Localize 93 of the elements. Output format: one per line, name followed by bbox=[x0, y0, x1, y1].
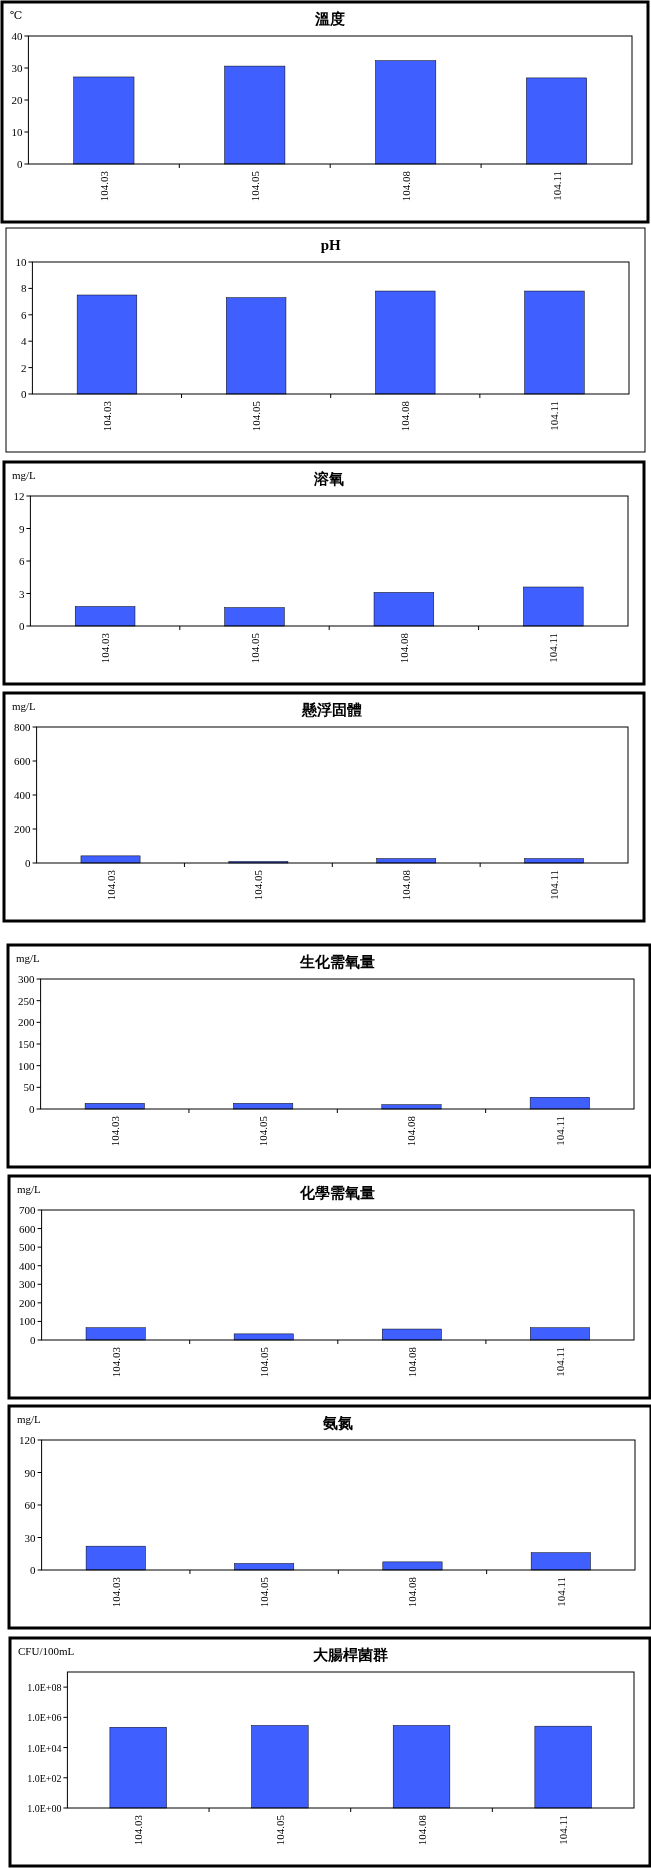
chart-title: 生化需氧量 bbox=[298, 954, 375, 970]
y-axis-title: mg/L bbox=[12, 700, 37, 712]
chart-title: pH bbox=[320, 237, 342, 253]
chart-title: 溫度 bbox=[314, 10, 346, 27]
x-tick-label: 104.03 bbox=[97, 170, 110, 202]
x-tick-label: 104.03 bbox=[109, 1576, 122, 1608]
y-tick-label: 1.0E+02 bbox=[27, 1772, 62, 1784]
x-tick-label: 104.03 bbox=[108, 1115, 121, 1147]
y-tick-label: 4 bbox=[20, 335, 27, 348]
x-tick-label: 104.08 bbox=[400, 869, 413, 901]
y-tick-label: 10 bbox=[15, 256, 27, 268]
y-tick-label: 0 bbox=[30, 1564, 37, 1576]
x-tick-label: 104.11 bbox=[554, 1577, 567, 1607]
x-tick-label: 104.08 bbox=[415, 1814, 428, 1846]
x-tick-label: 104.03 bbox=[99, 632, 112, 664]
x-tick-label: 104.05 bbox=[257, 1346, 270, 1378]
y-tick-label: 30 bbox=[24, 1531, 37, 1544]
y-tick-label: 90 bbox=[24, 1466, 37, 1479]
y-tick-label: 0 bbox=[29, 1103, 36, 1115]
y-tick-label: 0 bbox=[30, 1334, 37, 1346]
y-tick-label: 30 bbox=[11, 62, 23, 74]
y-tick-label: 0 bbox=[16, 158, 23, 170]
x-tick-label: 104.08 bbox=[405, 1115, 418, 1147]
y-axis-title: mg/L bbox=[16, 952, 41, 964]
y-tick-label: 9 bbox=[18, 522, 25, 535]
y-tick-label: 0 bbox=[25, 857, 32, 869]
chart-title: 氨氮 bbox=[322, 1415, 354, 1431]
y-tick-label: 20 bbox=[11, 94, 23, 106]
y-tick-label: 8 bbox=[20, 282, 27, 295]
chart-title: 大腸桿菌群 bbox=[313, 1647, 389, 1663]
y-tick-label: 1.0E+08 bbox=[27, 1682, 62, 1694]
chart-title: 溶氧 bbox=[313, 470, 345, 487]
x-tick-label: 104.11 bbox=[553, 1116, 566, 1146]
x-tick-label: 104.05 bbox=[273, 1814, 286, 1846]
y-tick-label: 800 bbox=[14, 721, 32, 733]
x-tick-label: 104.03 bbox=[104, 869, 117, 901]
x-tick-label: 104.05 bbox=[252, 869, 265, 901]
y-tick-label: 200 bbox=[14, 823, 32, 835]
y-tick-label: 200 bbox=[18, 1016, 36, 1029]
y-tick-label: 3 bbox=[18, 587, 25, 600]
y-tick-label: 50 bbox=[23, 1081, 36, 1094]
y-tick-label: 1.0E+00 bbox=[27, 1803, 62, 1814]
x-tick-label: 104.08 bbox=[406, 1576, 419, 1608]
y-tick-label: 100 bbox=[18, 1059, 36, 1072]
y-tick-label: 0 bbox=[18, 620, 25, 632]
y-axis-title: ℃ bbox=[10, 9, 23, 21]
y-tick-label: 10 bbox=[11, 126, 23, 138]
x-tick-label: 104.08 bbox=[399, 400, 412, 432]
y-tick-label: 300 bbox=[19, 1278, 37, 1291]
y-tick-label: 0 bbox=[20, 388, 27, 400]
y-tick-label: 500 bbox=[19, 1241, 37, 1254]
x-tick-label: 104.05 bbox=[258, 1576, 271, 1608]
x-tick-label: 104.08 bbox=[405, 1346, 418, 1378]
y-tick-label: 300 bbox=[18, 973, 36, 985]
y-tick-label: 1.0E+04 bbox=[27, 1742, 62, 1754]
x-tick-label: 104.11 bbox=[548, 870, 561, 900]
x-tick-label: 104.11 bbox=[548, 401, 561, 431]
chart-title: 懸浮固體 bbox=[301, 702, 363, 718]
y-tick-label: 400 bbox=[14, 789, 32, 801]
y-tick-label: 200 bbox=[19, 1296, 37, 1309]
y-axis-title: mg/L bbox=[17, 1183, 42, 1195]
x-tick-label: 104.08 bbox=[399, 170, 412, 202]
y-tick-label: 600 bbox=[19, 1222, 37, 1235]
y-tick-label: 6 bbox=[18, 555, 25, 567]
x-tick-label: 104.11 bbox=[557, 1815, 570, 1845]
y-tick-label: 700 bbox=[19, 1204, 37, 1216]
x-tick-label: 104.11 bbox=[547, 633, 560, 663]
x-tick-label: 104.11 bbox=[553, 1347, 566, 1377]
x-tick-label: 104.05 bbox=[257, 1115, 270, 1147]
y-tick-label: 2 bbox=[20, 361, 27, 374]
y-tick-label: 6 bbox=[20, 308, 27, 321]
chart-title: 化學需氧量 bbox=[299, 1185, 376, 1201]
y-tick-label: 100 bbox=[19, 1315, 37, 1328]
x-tick-label: 104.03 bbox=[100, 400, 113, 432]
y-tick-label: 600 bbox=[14, 755, 32, 767]
y-axis-title: CFU/100mL bbox=[18, 1645, 75, 1657]
x-tick-label: 104.05 bbox=[250, 400, 263, 432]
y-tick-label: 250 bbox=[18, 994, 36, 1007]
x-tick-label: 104.11 bbox=[550, 171, 563, 201]
x-tick-label: 104.05 bbox=[248, 170, 261, 202]
x-tick-label: 104.03 bbox=[109, 1346, 122, 1378]
y-tick-label: 150 bbox=[18, 1038, 36, 1050]
x-tick-label: 104.08 bbox=[397, 632, 410, 664]
y-tick-label: 400 bbox=[19, 1259, 37, 1272]
x-tick-label: 104.03 bbox=[132, 1814, 145, 1846]
y-tick-label: 40 bbox=[11, 30, 23, 42]
y-tick-label: 60 bbox=[24, 1499, 37, 1511]
y-tick-label: 1.0E+06 bbox=[27, 1712, 62, 1724]
y-axis-title: mg/L bbox=[17, 1413, 42, 1425]
y-axis-title: mg/L bbox=[12, 469, 37, 481]
y-tick-label: 12 bbox=[13, 490, 25, 502]
y-tick-label: 120 bbox=[19, 1434, 37, 1446]
x-tick-label: 104.05 bbox=[248, 632, 261, 664]
